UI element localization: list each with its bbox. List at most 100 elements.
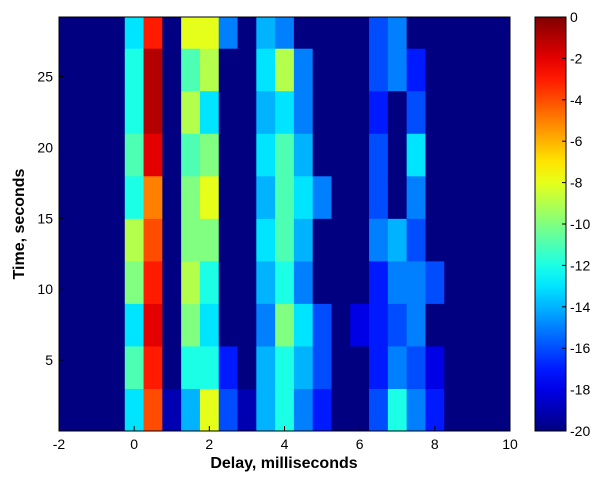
- heatmap-cell: [181, 175, 201, 219]
- heatmap-cell: [275, 345, 295, 389]
- heatmap-cell: [256, 17, 276, 49]
- heatmap-cell: [500, 90, 510, 134]
- heatmap-cell: [237, 17, 257, 49]
- heatmap-cell: [124, 388, 145, 431]
- heatmap-cell: [218, 303, 239, 347]
- heatmap-cell: [425, 388, 445, 431]
- y-tick-label: 20: [37, 139, 53, 155]
- heatmap-cell: [481, 175, 502, 219]
- heatmap-cell: [463, 133, 483, 177]
- y-axis-label: Time, seconds: [11, 168, 28, 279]
- heatmap-cell: [105, 133, 126, 177]
- heatmap-cell: [481, 48, 502, 92]
- heatmap-cell: [425, 345, 445, 389]
- heatmap-cell: [463, 260, 483, 304]
- heatmap-cell: [481, 17, 502, 49]
- heatmap-cell: [59, 260, 69, 304]
- heatmap-cell: [312, 90, 332, 134]
- heatmap-cell: [463, 303, 483, 347]
- heatmap-cell: [162, 90, 182, 134]
- heatmap-cell: [124, 90, 145, 134]
- heatmap-cell: [218, 48, 239, 92]
- colorbar-tick-label: 0: [570, 9, 578, 25]
- heatmap-cell: [59, 345, 69, 389]
- heatmap-cell: [124, 17, 145, 49]
- heatmap-cell: [143, 175, 163, 219]
- heatmap-cell: [87, 133, 107, 177]
- heatmap-cell: [256, 90, 276, 134]
- heatmap-cell: [256, 260, 276, 304]
- heatmap-cell: [181, 48, 201, 92]
- heatmap-cell: [406, 218, 426, 262]
- heatmap-cell: [256, 48, 276, 92]
- heatmap-cell: [181, 218, 201, 262]
- heatmap-cell: [124, 175, 145, 219]
- heatmap-cell: [312, 260, 332, 304]
- heatmap-cell: [425, 218, 445, 262]
- heatmap-cell: [481, 388, 502, 431]
- heatmap-cell: [162, 345, 182, 389]
- heatmap-cell: [162, 260, 182, 304]
- heatmap-cell: [143, 17, 163, 49]
- heatmap-cell: [387, 218, 408, 262]
- heatmap-cell: [331, 303, 351, 347]
- heatmap-cell: [199, 17, 220, 49]
- heatmap-cell: [293, 175, 314, 219]
- heatmap-cell: [143, 303, 163, 347]
- heatmap-cell: [275, 133, 295, 177]
- heatmap-cell: [275, 303, 295, 347]
- heatmap-cell: [425, 90, 445, 134]
- heatmap-cell: [312, 303, 332, 347]
- heatmap-cell: [162, 48, 182, 92]
- heatmap-cell: [500, 388, 510, 431]
- heatmap-cell: [350, 175, 370, 219]
- heatmap-cell: [369, 260, 389, 304]
- heatmap-cell: [387, 345, 408, 389]
- heatmap-cell: [463, 388, 483, 431]
- heatmap-cell: [350, 17, 370, 49]
- colorbar: [534, 16, 567, 432]
- heatmap-cell: [218, 260, 239, 304]
- heatmap-cell: [500, 17, 510, 49]
- heatmap-cell: [275, 17, 295, 49]
- heatmap-cell: [68, 17, 88, 49]
- heatmap-cell: [369, 90, 389, 134]
- colorbar-tick-label: -18: [570, 382, 590, 398]
- heatmap-cell: [500, 345, 510, 389]
- heatmap-cell: [237, 90, 257, 134]
- heatmap-cell: [444, 133, 464, 177]
- heatmap-cell: [256, 218, 276, 262]
- heatmap-cell: [406, 133, 426, 177]
- heatmap-cell: [237, 388, 257, 431]
- heatmap-cell: [275, 48, 295, 92]
- heatmap-cell: [425, 17, 445, 49]
- heatmap-cell: [387, 388, 408, 431]
- heatmap-cell: [425, 260, 445, 304]
- heatmap-cell: [87, 388, 107, 431]
- heatmap-cell: [68, 260, 88, 304]
- heatmap-cell: [500, 218, 510, 262]
- heatmap-cell: [199, 90, 220, 134]
- heatmap-cell: [275, 260, 295, 304]
- heatmap-cell: [237, 48, 257, 92]
- heatmap-cell: [143, 260, 163, 304]
- heatmap-cell: [312, 218, 332, 262]
- heatmap-cell: [444, 17, 464, 49]
- heatmap-cell: [199, 345, 220, 389]
- heatmap-cell: [425, 133, 445, 177]
- heatmap-cell: [312, 17, 332, 49]
- heatmap-cell: [369, 48, 389, 92]
- heatmap-cell: [406, 48, 426, 92]
- heatmap-cell: [463, 218, 483, 262]
- heatmap-cell: [162, 133, 182, 177]
- heatmap-cell: [331, 260, 351, 304]
- heatmap-cell: [237, 260, 257, 304]
- heatmap-cell: [68, 303, 88, 347]
- heatmap-cell: [387, 303, 408, 347]
- heatmap-cell: [143, 48, 163, 92]
- x-tick-label: 0: [130, 436, 138, 452]
- heatmap-cell: [237, 218, 257, 262]
- heatmap-cell: [275, 218, 295, 262]
- heatmap-cell: [425, 175, 445, 219]
